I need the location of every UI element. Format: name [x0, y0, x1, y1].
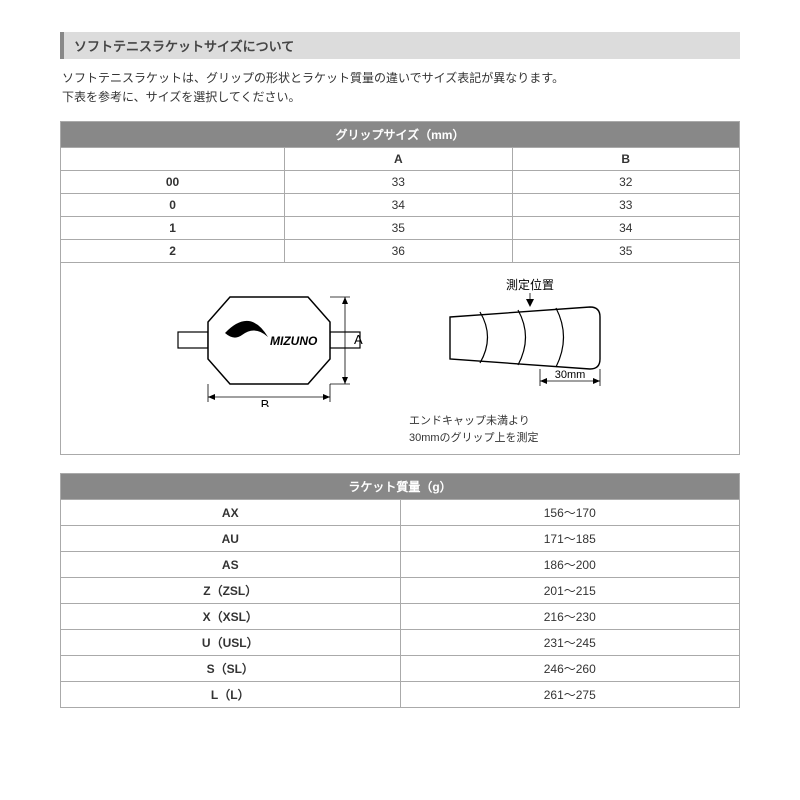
- table-row: S（SL） 246～260: [61, 656, 740, 682]
- grip-row-label: 1: [61, 217, 285, 240]
- grip-cell: 33: [512, 194, 739, 217]
- mass-cell: 201～215: [400, 578, 740, 604]
- dim-b-label: B: [261, 397, 270, 407]
- grip-row-label: 2: [61, 240, 285, 263]
- scale-label: 30mm: [555, 369, 586, 381]
- mass-row-label: Z（ZSL）: [61, 578, 401, 604]
- table-row: AS 186～200: [61, 552, 740, 578]
- grip-cell: 35: [285, 217, 512, 240]
- dim-a-label: A: [354, 332, 363, 347]
- caption-line-2: 30mmのグリップ上を測定: [409, 432, 539, 444]
- racket-mass-table: ラケット質量（g） AX 156～170 AU 171～185 AS 186～2…: [60, 473, 740, 708]
- intro-text: ソフトテニスラケットは、グリップの形状とラケット質量の違いでサイズ表記が異なりま…: [60, 59, 740, 121]
- svg-text:MIZUNO: MIZUNO: [270, 334, 318, 348]
- table-row: L（L） 261～275: [61, 682, 740, 708]
- grip-diagram-cell: MIZUNO A B: [61, 263, 740, 455]
- table-row: AU 171～185: [61, 526, 740, 552]
- mass-row-label: AX: [61, 500, 401, 526]
- mass-cell: 171～185: [400, 526, 740, 552]
- table-row: 00 33 32: [61, 171, 740, 194]
- grip-row-label: 0: [61, 194, 285, 217]
- table-row: 2 36 35: [61, 240, 740, 263]
- mass-cell: 216～230: [400, 604, 740, 630]
- grip-table-header: グリップサイズ（mm）: [61, 122, 740, 148]
- mass-row-label: X（XSL）: [61, 604, 401, 630]
- mass-table-header: ラケット質量（g）: [61, 474, 740, 500]
- table-row: 0 34 33: [61, 194, 740, 217]
- mass-row-label: U（USL）: [61, 630, 401, 656]
- grip-measure-diagram: 測定位置 3: [440, 277, 630, 407]
- grip-cell: 35: [512, 240, 739, 263]
- table-row: AX 156～170: [61, 500, 740, 526]
- grip-cross-section-diagram: MIZUNO A B: [170, 277, 390, 407]
- grip-cell: 36: [285, 240, 512, 263]
- grip-col-a: A: [285, 148, 512, 171]
- mass-cell: 156～170: [400, 500, 740, 526]
- grip-cell: 34: [512, 217, 739, 240]
- caption-line-1: エンドキャップ未満より: [409, 415, 530, 427]
- mass-row-label: AU: [61, 526, 401, 552]
- grip-cell: 32: [512, 171, 739, 194]
- grip-cell: 34: [285, 194, 512, 217]
- mass-cell: 186～200: [400, 552, 740, 578]
- grip-cell: 33: [285, 171, 512, 194]
- intro-line-2: 下表を参考に、サイズを選択してください。: [62, 90, 301, 104]
- mass-row-label: L（L）: [61, 682, 401, 708]
- intro-line-1: ソフトテニスラケットは、グリップの形状とラケット質量の違いでサイズ表記が異なりま…: [62, 71, 564, 85]
- table-row: X（XSL） 216～230: [61, 604, 740, 630]
- grip-col-b: B: [512, 148, 739, 171]
- grip-row-label: 00: [61, 171, 285, 194]
- diagram-caption: エンドキャップ未満より 30mmのグリップ上を測定: [69, 413, 731, 446]
- table-row: 1 35 34: [61, 217, 740, 240]
- mass-row-label: S（SL）: [61, 656, 401, 682]
- table-row: U（USL） 231～245: [61, 630, 740, 656]
- mass-cell: 261～275: [400, 682, 740, 708]
- mass-cell: 246～260: [400, 656, 740, 682]
- section-title: ソフトテニスラケットサイズについて: [60, 32, 740, 59]
- grip-size-table: グリップサイズ（mm） A B 00 33 32 0 34 33 1 35 34…: [60, 121, 740, 455]
- table-row: Z（ZSL） 201～215: [61, 578, 740, 604]
- measure-label: 測定位置: [506, 277, 554, 292]
- grip-col-blank: [61, 148, 285, 171]
- mass-row-label: AS: [61, 552, 401, 578]
- mass-cell: 231～245: [400, 630, 740, 656]
